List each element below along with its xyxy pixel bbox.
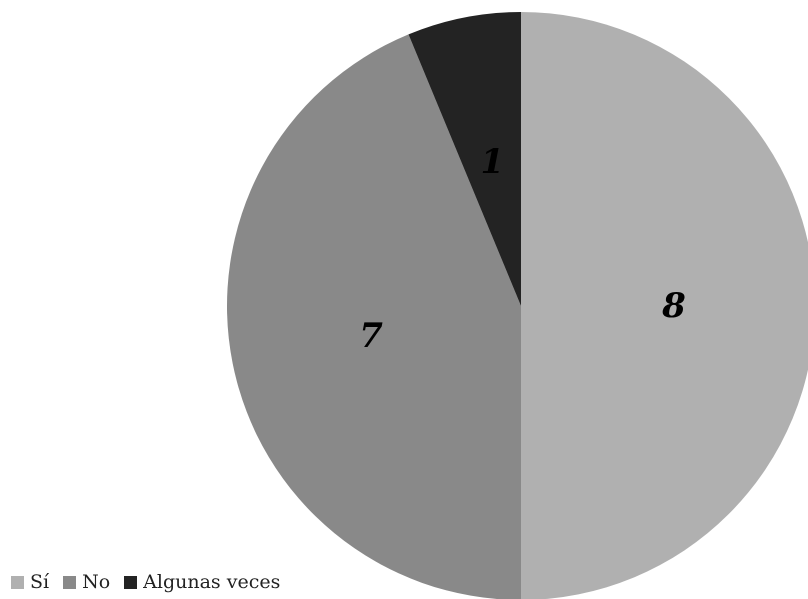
legend-label-no: No (82, 571, 111, 593)
data-label-no: 7 (359, 316, 383, 356)
pie-slices (227, 12, 808, 599)
legend-label-algunas-veces: Algunas veces (143, 571, 281, 593)
pie-slice-si (521, 12, 808, 599)
legend-item-si: Sí (11, 571, 49, 593)
legend-label-si: Sí (30, 571, 50, 593)
legend-item-algunas-veces: Algunas veces (124, 571, 280, 593)
legend-item-no: No (63, 571, 110, 593)
pie-data-labels: 8 7 1 (359, 142, 685, 356)
legend-swatch-algunas-veces (124, 575, 138, 589)
pie-slice-no (227, 34, 521, 599)
data-label-algunas-veces: 1 (480, 142, 504, 182)
legend-swatch-si (11, 575, 24, 589)
pie-slice-algunas-veces (408, 12, 521, 306)
chart-legend: Sí No Algunas veces (11, 571, 294, 593)
data-label-si: 8 (661, 286, 686, 326)
legend-swatch-no (63, 575, 77, 589)
